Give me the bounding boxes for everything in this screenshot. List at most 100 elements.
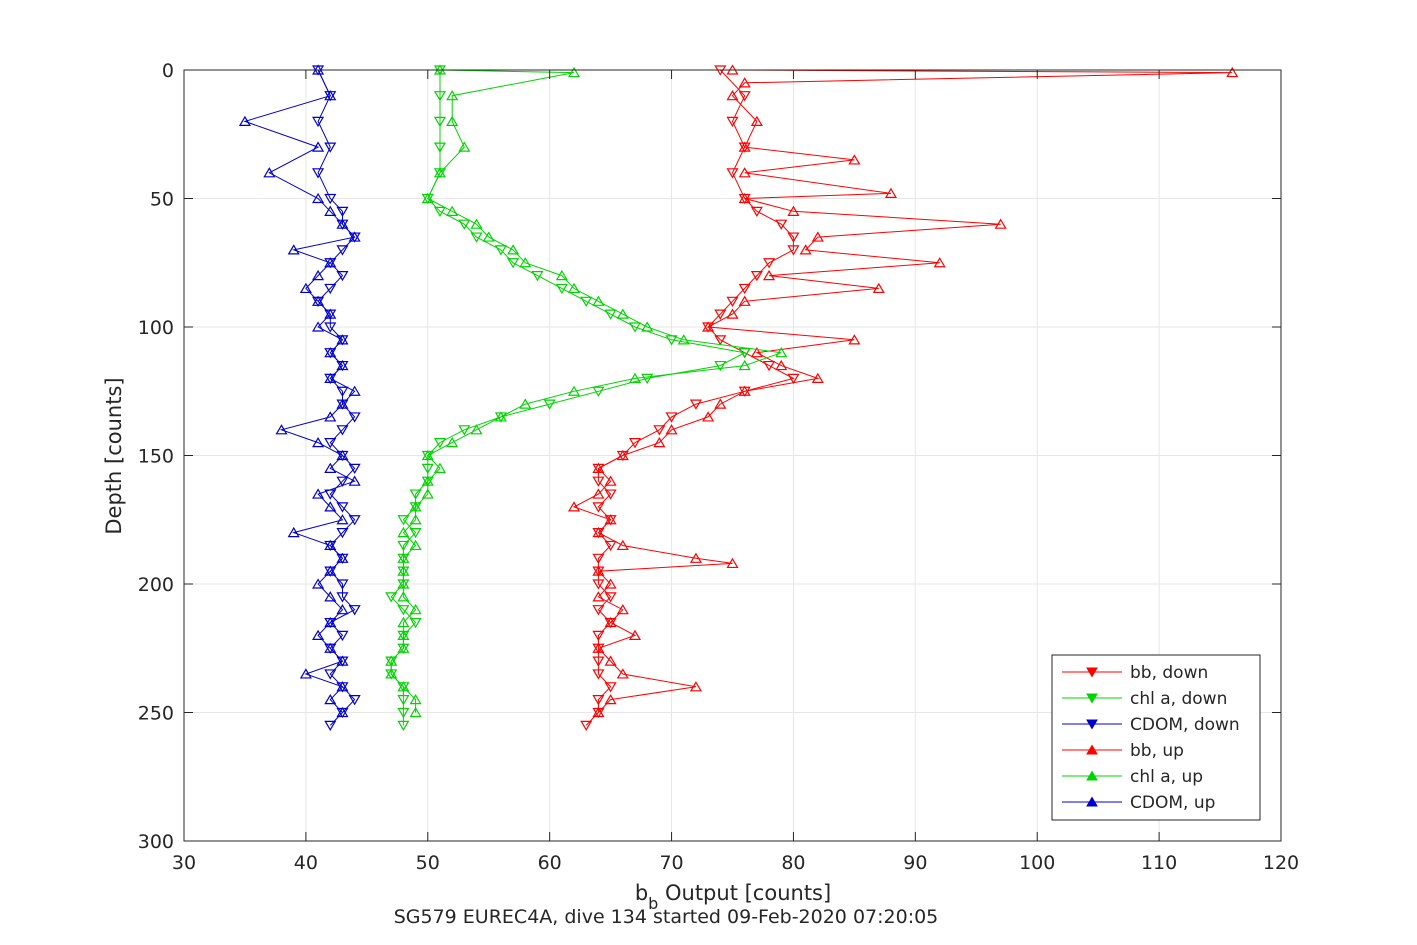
data-point <box>336 334 349 345</box>
data-point <box>421 192 434 204</box>
data-point <box>409 539 422 551</box>
data-point <box>287 526 300 538</box>
data-point <box>653 436 666 448</box>
data-point <box>604 309 617 320</box>
data-point <box>433 91 447 102</box>
data-point <box>348 475 361 486</box>
data-point <box>433 206 447 218</box>
data-point <box>616 308 629 319</box>
data-point <box>567 282 581 294</box>
data-point <box>336 271 349 282</box>
data-point <box>336 245 349 256</box>
data-point <box>714 335 727 346</box>
data-point <box>787 205 800 216</box>
data-point <box>555 269 568 281</box>
data-point <box>738 385 751 396</box>
data-point <box>555 283 568 295</box>
data-point <box>738 77 751 88</box>
data-point <box>336 592 349 603</box>
data-point <box>763 258 776 269</box>
data-point <box>397 616 410 628</box>
data-point <box>726 296 739 307</box>
data-point <box>336 604 349 615</box>
series-bb-up <box>567 64 1239 718</box>
data-point <box>409 693 422 705</box>
data-point <box>750 206 763 218</box>
data-point <box>433 142 447 153</box>
data-point <box>324 193 337 205</box>
data-point <box>933 257 946 268</box>
data-point <box>421 463 434 475</box>
data-point <box>531 271 544 282</box>
data-point <box>433 462 447 473</box>
data-point <box>763 360 776 372</box>
data-point <box>324 90 337 101</box>
data-point <box>689 399 702 410</box>
data-point <box>275 424 288 435</box>
data-point <box>433 167 447 178</box>
legend-label: bb, up <box>1130 741 1184 761</box>
data-point <box>348 231 361 242</box>
data-point <box>726 168 739 179</box>
legend-label: CDOM, up <box>1130 793 1215 813</box>
data-point <box>738 359 751 371</box>
data-point <box>324 616 337 628</box>
data-point <box>409 617 422 629</box>
legend-marker <box>1086 744 1098 755</box>
data-point <box>738 91 751 102</box>
data-point <box>665 424 678 435</box>
y-tick-label: 300 <box>138 831 174 853</box>
data-point <box>409 514 422 525</box>
data-point <box>348 412 361 423</box>
data-point <box>446 115 459 127</box>
data-point <box>482 231 495 242</box>
data-point <box>312 116 325 128</box>
data-point <box>446 90 459 101</box>
data-point <box>811 231 824 242</box>
data-point <box>616 449 629 461</box>
legend-box <box>1051 654 1261 821</box>
data-point <box>324 142 337 153</box>
data-point <box>604 489 617 500</box>
data-point <box>397 515 410 526</box>
data-point <box>470 218 483 229</box>
data-point <box>592 386 605 397</box>
data-point <box>872 282 885 294</box>
data-point <box>409 489 422 500</box>
y-tick-label: 100 <box>138 317 174 339</box>
data-point <box>787 232 800 243</box>
data-point <box>592 630 605 642</box>
data-point <box>324 322 337 333</box>
data-point <box>994 218 1007 229</box>
data-point <box>397 681 410 692</box>
data-point <box>653 425 666 436</box>
data-point <box>616 539 629 551</box>
data-point <box>324 205 337 216</box>
x-tick-label: 60 <box>538 852 562 874</box>
data-point <box>750 271 763 282</box>
data-point <box>604 514 617 525</box>
data-point <box>592 642 605 653</box>
data-point <box>397 540 410 552</box>
series-line-cdom-up <box>243 69 356 713</box>
data-point <box>324 565 337 576</box>
data-point <box>287 244 300 255</box>
x-tick-label: 90 <box>903 852 927 874</box>
data-point <box>336 579 349 590</box>
data-point <box>409 706 422 718</box>
data-point <box>604 540 617 552</box>
data-point <box>592 565 605 576</box>
data-point <box>628 372 642 383</box>
data-point <box>312 269 325 281</box>
x-tick-label: 50 <box>416 852 440 874</box>
data-point <box>738 192 751 204</box>
data-point <box>714 398 727 409</box>
data-point <box>421 475 434 486</box>
data-point <box>312 488 325 499</box>
data-point <box>494 245 507 256</box>
legend-marker <box>1086 667 1098 678</box>
data-point <box>628 438 642 449</box>
data-point <box>738 141 751 152</box>
data-point <box>592 476 605 487</box>
data-point <box>324 720 337 732</box>
